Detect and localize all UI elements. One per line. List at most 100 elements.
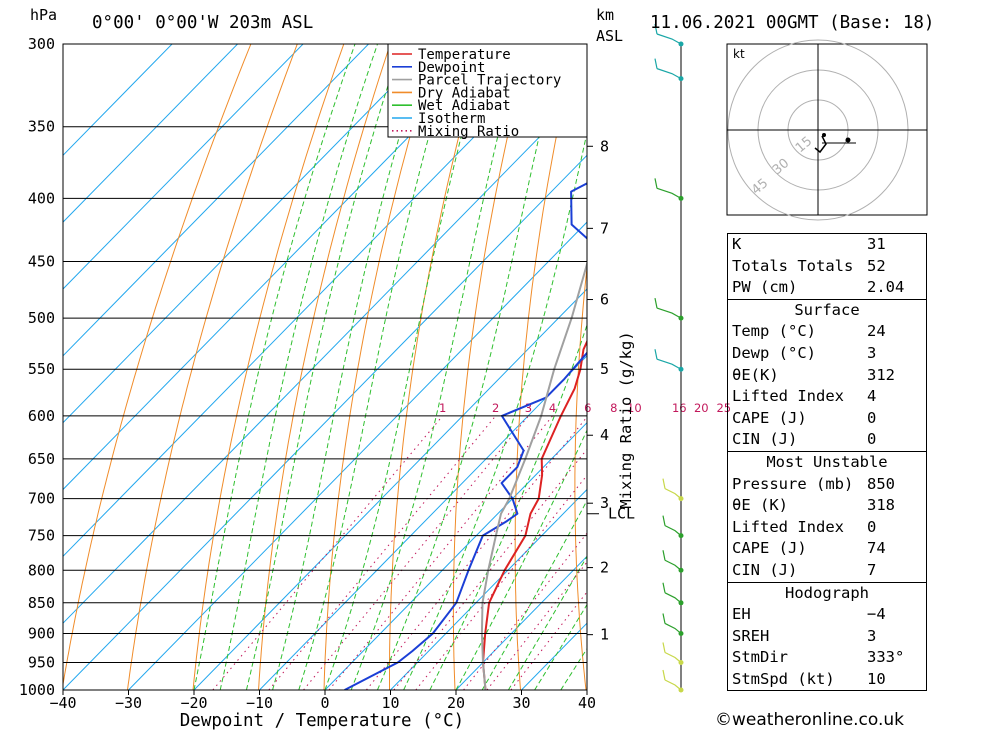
pressure-tick-label: 300 xyxy=(28,35,55,53)
wet-adiabat-line xyxy=(219,44,379,690)
wind-barb xyxy=(654,23,682,45)
height-tick-label: 7 xyxy=(600,219,609,237)
mixing-ratio-label: 4 xyxy=(549,401,556,415)
wet-adiabat-line xyxy=(193,44,356,690)
wind-barb xyxy=(662,478,682,500)
isotherm-line xyxy=(324,421,587,690)
dry-adiabat-line xyxy=(127,44,298,690)
row-mu-p: Pressure (mb) 850 xyxy=(732,474,895,493)
legend-entry: Mixing Ratio xyxy=(418,124,519,140)
indices-basic: K 31 Totals Totals 52 PW (cm) 2.04 xyxy=(727,233,927,300)
mixing-ratio-line xyxy=(303,415,529,690)
isotherm-line xyxy=(63,44,239,223)
x-tick-label: 30 xyxy=(512,694,530,712)
pressure-tick-label: 600 xyxy=(28,407,55,425)
dry-adiabat-line xyxy=(689,7,722,690)
mixing-ratio-line xyxy=(486,561,587,690)
height-tick-label: 4 xyxy=(600,426,609,444)
run-datetime: 11.06.2021 00GMT (Base: 18) xyxy=(650,13,934,33)
wet-adiabat-line xyxy=(429,323,587,690)
legend-entry: Dewpoint xyxy=(418,60,485,76)
legend-entry: Dry Adiabat xyxy=(418,85,511,101)
indices-most-unstable: Most Unstable Pressure (mb) 850 θE (K) 318… xyxy=(727,451,927,583)
row-pw: PW (cm) 2.04 xyxy=(732,278,905,297)
height-tick-label: 8 xyxy=(600,137,609,155)
pressure-tick-label: 550 xyxy=(28,360,55,378)
isotherm-line xyxy=(63,44,304,290)
x-axis-label: Dewpoint / Temperature (°C) xyxy=(180,711,464,731)
wet-adiabat-line xyxy=(534,603,587,690)
row-k: K 31 xyxy=(732,235,886,253)
row-mu-cin: CIN (J) 7 xyxy=(732,560,877,579)
row-sfc-cin: CIN (J) 0 xyxy=(732,430,877,449)
mixing-ratio-label: 3 xyxy=(525,401,532,415)
x-tick-label: −10 xyxy=(246,694,273,712)
height-unit-asl: ASL xyxy=(596,27,623,45)
wind-barb xyxy=(654,297,682,319)
pressure-unit: hPa xyxy=(30,6,57,24)
x-tick-label: 10 xyxy=(381,694,399,712)
mixing-ratio-label: 20 xyxy=(694,401,709,415)
pressure-tick-label: 450 xyxy=(28,253,55,271)
hodograph-trace xyxy=(814,135,827,154)
mixing-ratio-label: 10 xyxy=(627,401,642,415)
mu-title: Most Unstable xyxy=(766,452,888,471)
row-eh: EH −4 xyxy=(732,605,886,624)
hodograph-point xyxy=(822,133,826,137)
wind-barb xyxy=(654,178,682,199)
location-title: 0°00' 0°00'W 203m ASL xyxy=(92,13,313,33)
wind-barb xyxy=(662,669,682,691)
isotherm-line xyxy=(455,555,587,690)
dry-adiabat-line xyxy=(994,7,1000,690)
height-tick-label: 6 xyxy=(600,291,609,309)
pressure-tick-label: 750 xyxy=(28,527,55,545)
mixing-ratio-label: 2 xyxy=(492,401,499,415)
wind-barb xyxy=(654,349,682,370)
hodo-title: Hodograph xyxy=(785,583,869,602)
legend-entry: Wet Adiabat xyxy=(418,98,511,114)
indices-hodograph: Hodograph EH −4 SREH 3 StmDir 333° StmSpd (… xyxy=(727,582,927,692)
legend-entry: Temperature xyxy=(418,47,511,63)
row-stmspd: StmSpd (kt) 10 xyxy=(732,669,886,688)
isotherm-line xyxy=(63,154,587,690)
pressure-tick-label: 350 xyxy=(28,118,55,136)
mixing-ratio-line xyxy=(393,448,587,690)
row-sfc-temp: Temp (°C) 24 xyxy=(732,322,886,341)
dry-adiabat-line xyxy=(946,7,1000,690)
lcl-label: LCL xyxy=(608,505,635,523)
wind-barb xyxy=(662,550,682,571)
dry-adiabat-line xyxy=(574,263,587,690)
pressure-tick-label: 1000 xyxy=(19,681,55,699)
isotherm-line xyxy=(63,44,173,157)
mixing-ratio-axis-label: Mixing Ratio (g/kg) xyxy=(617,331,635,508)
x-tick-label: −20 xyxy=(180,694,207,712)
height-tick-label: 1 xyxy=(600,626,609,644)
indices-surface: Surface Temp (°C) 24 Dewp (°C) 3 θE(K) 312 … xyxy=(727,299,927,452)
row-sfc-theta: θE(K) 312 xyxy=(732,365,895,384)
pressure-tick-label: 950 xyxy=(28,653,55,671)
copyright-footer[interactable]: ©weatheronline.co.uk xyxy=(715,710,905,730)
x-tick-label: −30 xyxy=(115,694,142,712)
row-stmdir: StmDir 333° xyxy=(732,648,905,667)
height-tick-label: 3 xyxy=(600,494,609,512)
pressure-tick-label: 650 xyxy=(28,450,55,468)
wet-adiabat-line xyxy=(455,429,587,690)
height-tick-label: 2 xyxy=(600,559,609,577)
mixing-ratio-line xyxy=(212,415,443,690)
isotherm-line xyxy=(63,44,435,424)
mixing-ratio-line xyxy=(365,416,587,690)
wind-barb xyxy=(662,613,682,634)
wind-barb xyxy=(654,58,682,80)
row-sfc-cape: CAPE (J) 0 xyxy=(732,408,877,427)
x-tick-label: 0 xyxy=(320,694,329,712)
plot-frame xyxy=(62,43,588,691)
pressure-tick-label: 850 xyxy=(28,594,55,612)
pressure-tick-label: 800 xyxy=(28,561,55,579)
row-sfc-li: Lifted Index 4 xyxy=(732,387,877,406)
dewpoint-line xyxy=(344,84,587,690)
mixing-ratio-label: 6 xyxy=(584,401,591,415)
x-tick-label: −40 xyxy=(49,694,76,712)
hodograph-unit: kt xyxy=(733,47,745,61)
